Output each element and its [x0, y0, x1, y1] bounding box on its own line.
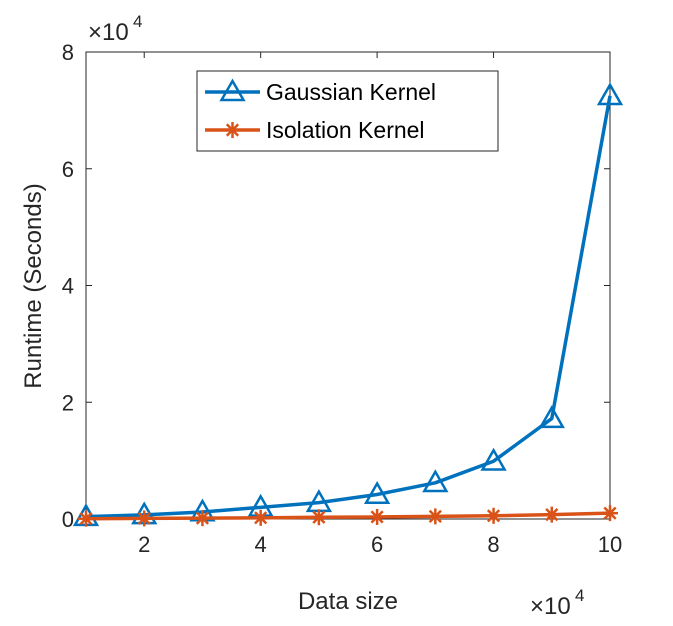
- y-tick-label: 0: [62, 507, 74, 532]
- y-axis-label: Runtime (Seconds): [20, 183, 47, 388]
- data-point-isolation-kernel: [310, 509, 327, 526]
- x-tick-label: 10: [598, 532, 622, 557]
- series-line-gaussian-kernel: [85, 95, 612, 519]
- svg-text:4: 4: [133, 12, 142, 31]
- x-axis-label: Data size: [298, 588, 398, 615]
- data-point-gaussian-kernel: [363, 480, 391, 504]
- svg-text:×10: ×10: [530, 593, 571, 620]
- y-ticks: 0 2 4 6 8: [62, 40, 610, 532]
- legend: Gaussian Kernel Isolation Kernel: [196, 70, 499, 152]
- data-point-isolation-kernel: [136, 510, 153, 527]
- data-point-isolation-kernel: [252, 509, 269, 526]
- x-tick-label: 8: [487, 532, 499, 557]
- data-point-gaussian-kernel: [480, 447, 507, 471]
- y-multiplier: ×10 4: [88, 12, 142, 46]
- legend-box: [196, 70, 499, 152]
- legend-label-gaussian: Gaussian Kernel: [266, 79, 436, 105]
- x-tick-label: 4: [255, 532, 267, 557]
- x-tick-label: 6: [371, 532, 383, 557]
- x-tick-label: 2: [138, 532, 150, 557]
- data-point-isolation-kernel: [194, 510, 211, 527]
- data-point-isolation-kernel: [485, 507, 502, 524]
- svg-text:×10: ×10: [88, 19, 129, 46]
- svg-text:4: 4: [575, 586, 584, 605]
- data-point-isolation-kernel: [602, 505, 618, 522]
- legend-label-isolation: Isolation Kernel: [266, 117, 425, 143]
- data-point-isolation-kernel: [543, 506, 560, 523]
- x-multiplier: ×10 4: [530, 586, 584, 620]
- data-point-isolation-kernel: [369, 508, 386, 525]
- y-tick-label: 2: [62, 390, 74, 415]
- series-line-isolation-kernel: [85, 511, 611, 521]
- series-layer: [72, 82, 624, 527]
- data-point-isolation-kernel: [78, 510, 94, 527]
- legend-marker-isolation: [224, 122, 241, 138]
- data-point-gaussian-kernel: [538, 405, 565, 429]
- data-point-gaussian-kernel: [596, 82, 624, 106]
- y-tick-label: 6: [62, 157, 74, 182]
- data-point-gaussian-kernel: [422, 469, 449, 493]
- legend-marker-gaussian: [219, 78, 246, 102]
- y-tick-label: 4: [62, 274, 74, 299]
- y-tick-label: 8: [62, 40, 74, 65]
- series-isolation-kernel: [78, 505, 618, 527]
- data-point-isolation-kernel: [427, 508, 444, 525]
